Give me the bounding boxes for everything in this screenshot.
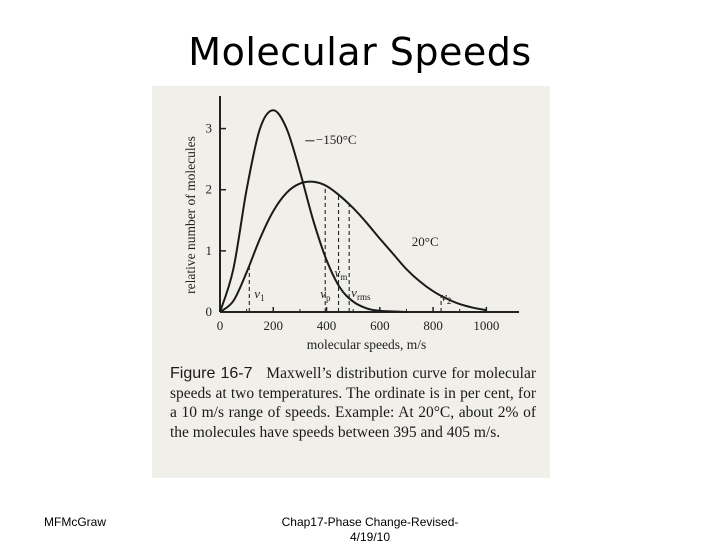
footer-author: MFMcGraw xyxy=(44,515,106,529)
annotation-cold-temp: −150°C xyxy=(316,132,357,147)
x-tick-label: 200 xyxy=(264,318,284,333)
marker-label-vrms: vrms xyxy=(351,285,371,302)
y-tick-label: 1 xyxy=(206,243,213,258)
y-tick-label: 2 xyxy=(206,182,213,197)
figure-caption: Figure 16-7 Maxwell’s distribution curve… xyxy=(170,364,536,442)
x-tick-label: 0 xyxy=(217,318,224,333)
annotation-warm-temp: 20°C xyxy=(412,234,439,249)
marker-label-v2: v2 xyxy=(441,289,451,306)
maxwell-distribution-chart: 0 1 2 3 0 200 400 600 800 1000 molecular speeds, m… xyxy=(183,96,519,352)
figure-panel xyxy=(152,86,550,478)
footer-chapter: Chap17-Phase Change-Revised-4/19/10 xyxy=(281,515,459,544)
y-tick-label: 0 xyxy=(206,304,213,319)
x-tick-label: 1000 xyxy=(473,318,499,333)
x-tick-label: 800 xyxy=(423,318,443,333)
y-axis-label: relative number of molecules xyxy=(183,136,198,294)
slide-title: Molecular Speeds xyxy=(188,30,532,74)
marker-label-vp: vp xyxy=(320,286,331,303)
figure-label: Figure 16-7 xyxy=(170,365,253,382)
y-tick-label: 3 xyxy=(206,121,213,136)
series-line-cold xyxy=(219,109,407,313)
marker-label-vm: vm xyxy=(335,265,348,282)
marker-label-v1: v1 xyxy=(254,286,264,303)
x-tick-label: 600 xyxy=(370,318,390,333)
caption-text: Maxwell’s distribution curve for molecul… xyxy=(170,365,536,441)
x-tick-label: 400 xyxy=(317,318,337,333)
x-axis-label: molecular speeds, m/s xyxy=(307,337,427,352)
series-line-warm xyxy=(219,180,487,313)
